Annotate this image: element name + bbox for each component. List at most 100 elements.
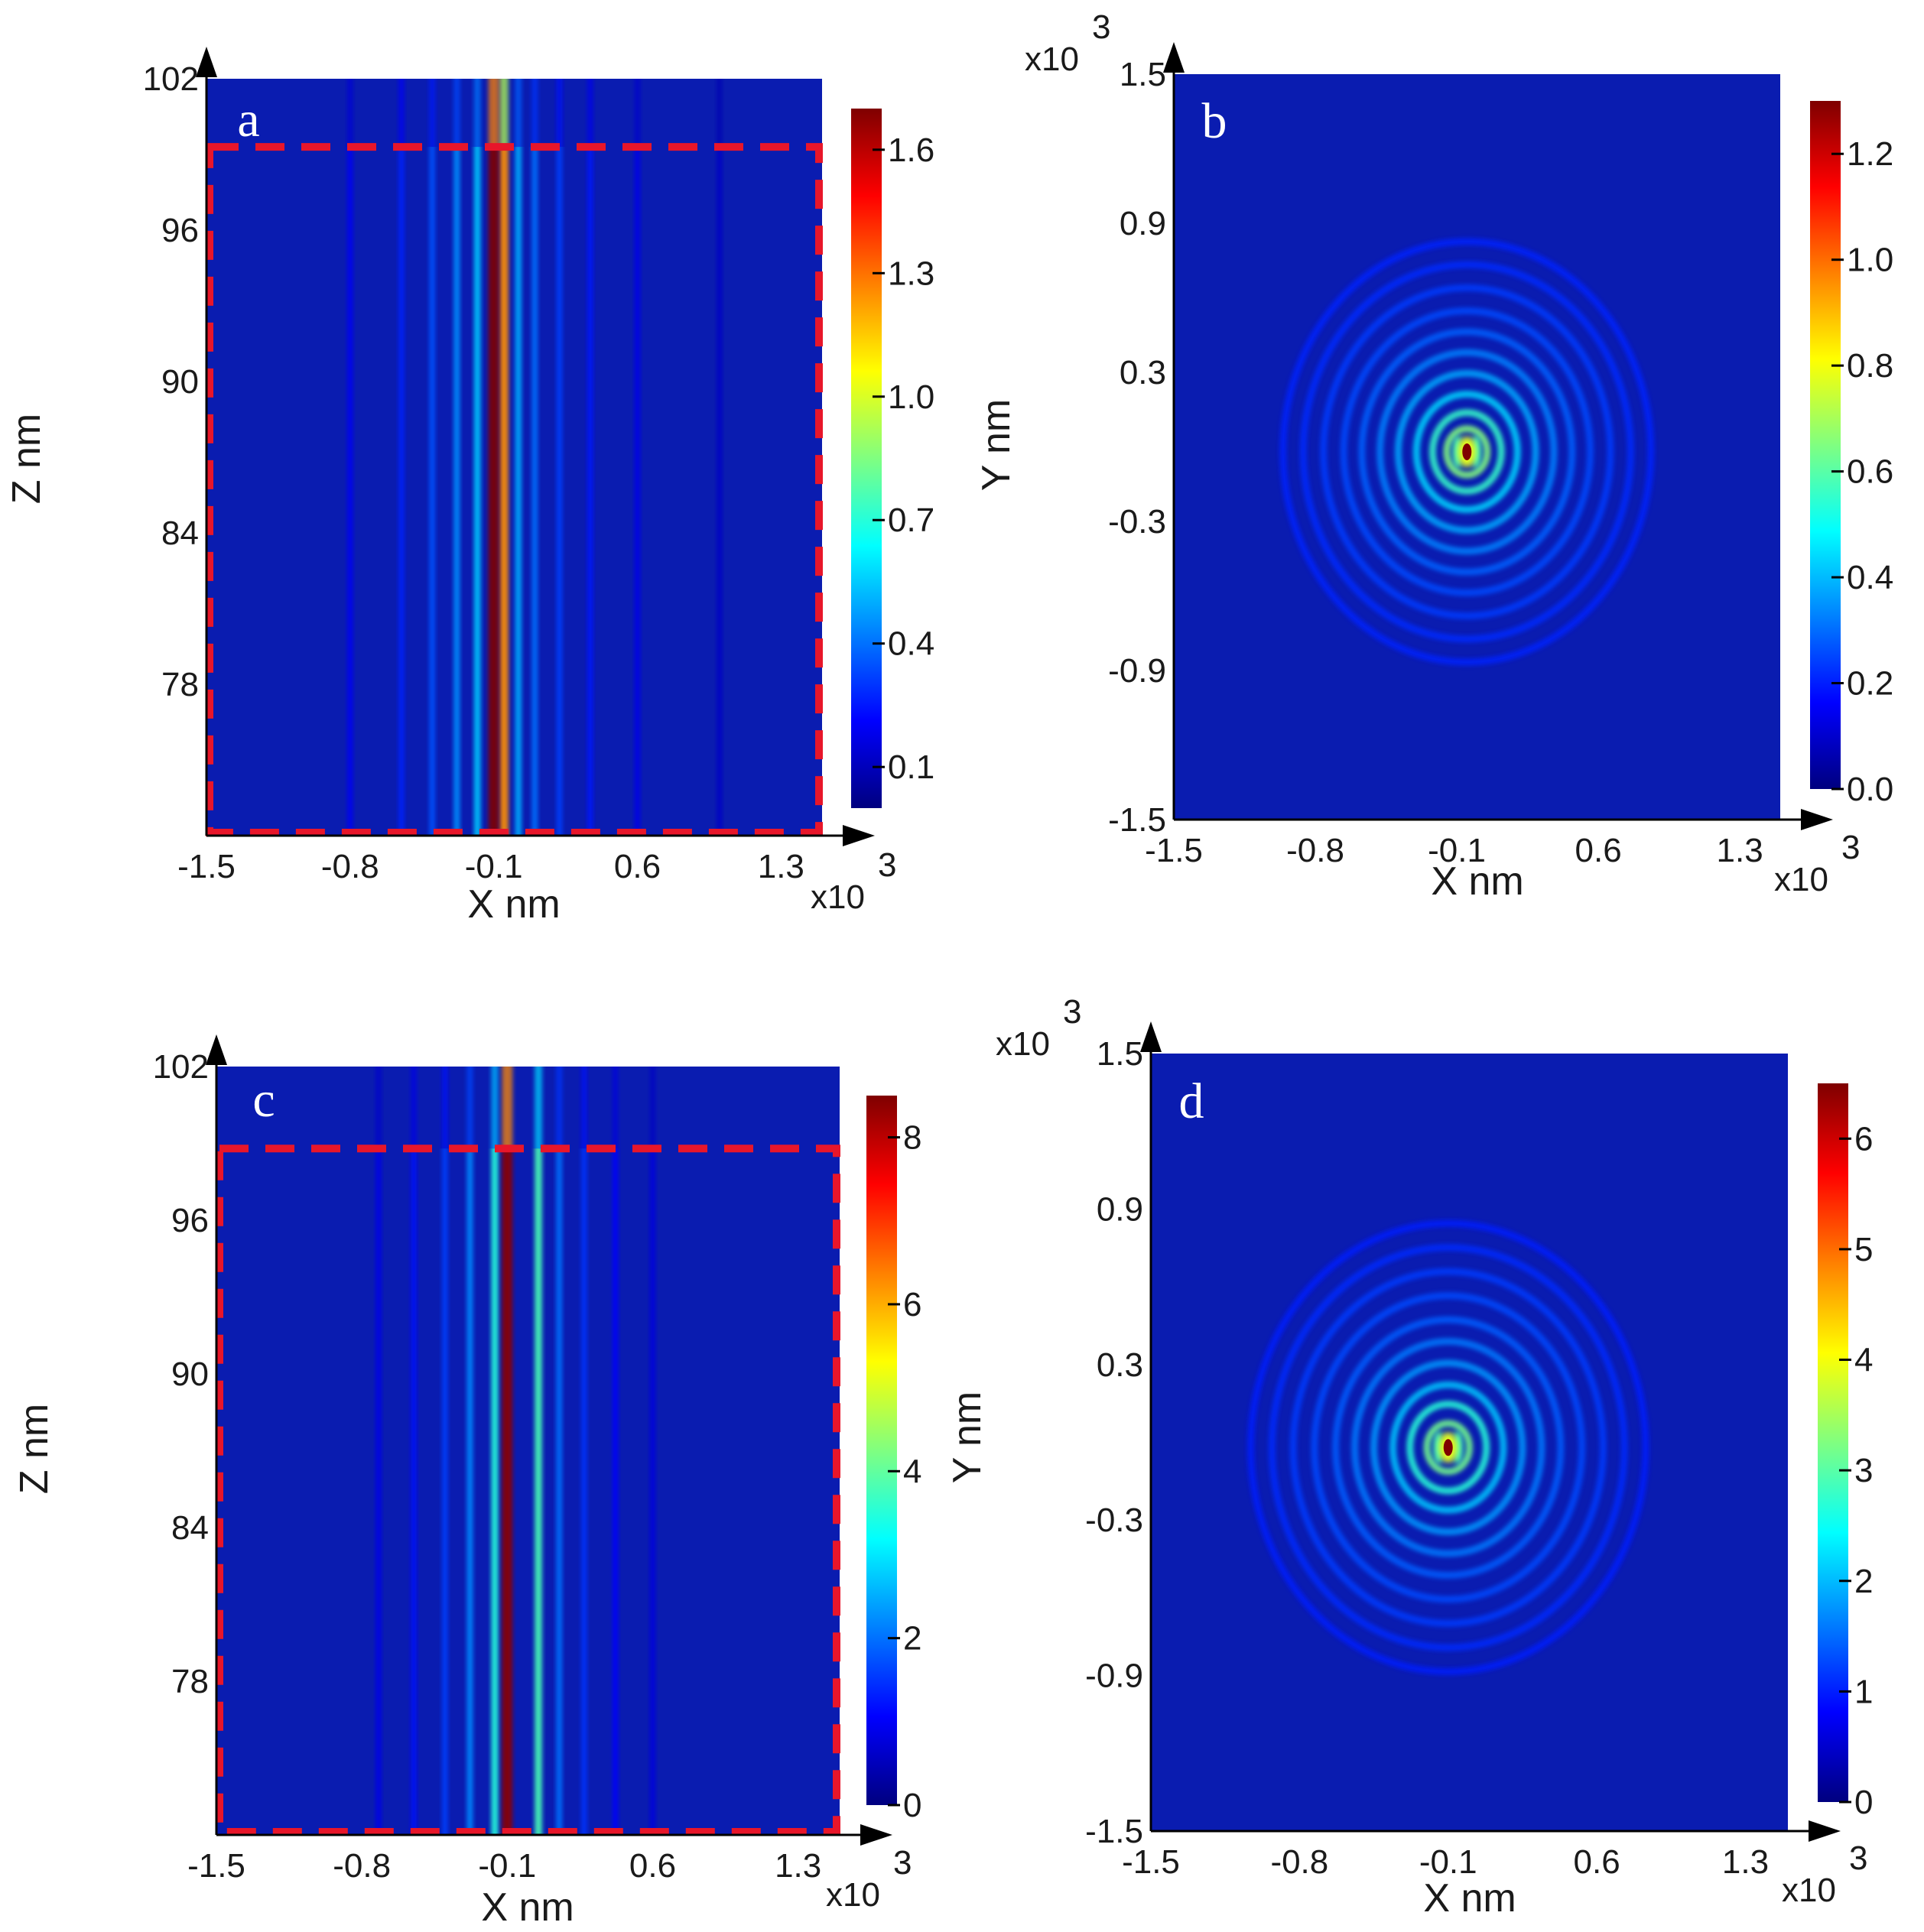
ring-7 [1389, 1381, 1507, 1514]
x-tick-label: 0.6 [629, 1847, 676, 1885]
panel-b: b -1.5 -0.8 -0.1 0.6 1.3 -1.5 -0.9 -0.3 0.3 0.9 1.5… [974, 8, 1893, 904]
x-axis-arrow [1801, 809, 1833, 830]
y-tick-label: 0.9 [1120, 205, 1166, 242]
stripe-top-8 [491, 1067, 499, 1149]
center-peak [1443, 1439, 1453, 1456]
colorbar: 0.0 0.2 0.4 0.6 0.8 1.0 1.2 [1810, 101, 1893, 808]
y-tick-label: 0.9 [1097, 1190, 1143, 1228]
stripe-11 [499, 147, 509, 836]
x-axis-label: X nm [1431, 859, 1523, 904]
stripe-2 [347, 147, 353, 836]
x-multiplier: x10 [1774, 861, 1828, 898]
colorbar: 0.1 0.4 0.7 1.0 1.3 1.6 [851, 109, 934, 808]
stripe-top-9 [515, 79, 522, 148]
heatmap-content [1279, 238, 1655, 666]
stripe-5 [556, 147, 563, 836]
center-peak [1462, 443, 1472, 460]
stripe-top-11 [499, 79, 509, 148]
colorbar-tick-label: 1.3 [888, 255, 934, 292]
colorbar: 0 1 2 3 4 5 6 [1818, 1083, 1873, 1821]
y-tick-label: -0.3 [1108, 503, 1166, 541]
colorbar-tick-label: 0.1 [888, 748, 934, 786]
colorbar-tick-label: 4 [903, 1453, 921, 1490]
x-tick-label: 1.3 [758, 848, 804, 885]
x-tick-label: -0.8 [1270, 1843, 1328, 1881]
y-axis-label: Y nm [945, 1391, 990, 1483]
stripe-12 [488, 147, 499, 836]
stripe-8 [453, 147, 460, 836]
x-axis-label: X nm [481, 1885, 574, 1930]
y-tick-label: 90 [161, 363, 199, 401]
stripe-top-0 [717, 79, 723, 148]
y-axis-label: Z nm [12, 1404, 57, 1494]
x-tick-label: -0.1 [478, 1847, 536, 1885]
colorbar-tick-label: 1.0 [888, 378, 934, 416]
x-tick-label: 0.6 [614, 848, 661, 885]
stripe-top-10 [473, 79, 481, 148]
x-axis-arrow [843, 825, 875, 846]
y-axis-arrow [1163, 42, 1185, 73]
x-tick-label: 1.3 [1722, 1843, 1769, 1881]
ring-2 [1320, 284, 1614, 620]
x-tick-label: -1.5 [1122, 1843, 1180, 1881]
x-tick-label: -0.8 [1286, 832, 1344, 869]
x-tick-label: -1.5 [1145, 832, 1203, 869]
ring-5 [1351, 1338, 1545, 1557]
y-multiplier: x10 [1025, 41, 1079, 78]
x-axis-label: X nm [467, 882, 560, 927]
y-tick-label: -0.3 [1085, 1502, 1143, 1539]
stripe-2 [613, 1148, 619, 1835]
stripe-top-4 [581, 1067, 587, 1149]
stripe-top-12 [488, 79, 499, 148]
y-tick-label: 102 [143, 60, 199, 98]
ring-0 [1247, 1219, 1649, 1675]
colorbar-tick-label: 1.2 [1847, 135, 1893, 173]
y-tick-label: 96 [161, 212, 199, 249]
stripe-top-3 [587, 79, 593, 148]
ring-4 [1358, 328, 1576, 576]
colorbar-tick-label: 4 [1854, 1342, 1873, 1379]
stripe-top-7 [531, 79, 538, 148]
stripe-top-2 [613, 1067, 619, 1149]
stripe-5 [442, 1148, 448, 1835]
stripe-top-2 [347, 79, 353, 148]
stripe-0 [650, 1148, 655, 1835]
colorbar-tick-label: 0.6 [1847, 453, 1893, 491]
stripe-6 [429, 147, 435, 836]
y-axis-arrow [196, 47, 217, 77]
stripe-3 [587, 147, 593, 836]
x-tick-label: 0.6 [1575, 832, 1622, 869]
stripe-4 [398, 147, 405, 836]
stripe-4 [581, 1148, 587, 1835]
stripe-9 [535, 1148, 542, 1835]
x-axis-arrow [860, 1824, 892, 1846]
x-tick-label: -0.8 [333, 1847, 391, 1885]
y-axis-label: Z nm [5, 414, 49, 504]
ring-1 [1268, 1244, 1628, 1651]
dashed-region-box [216, 1145, 840, 1836]
colorbar-tick-label: 8 [903, 1119, 921, 1157]
colorbar-tick-label: 3 [1854, 1452, 1873, 1489]
x-tick-label: -0.1 [465, 848, 523, 885]
y-tick-label: 1.5 [1097, 1035, 1143, 1073]
colorbar-tick-label: 0.2 [1847, 665, 1893, 703]
colorbar-tick-label: 1.6 [888, 132, 934, 169]
stripe-10 [473, 147, 481, 836]
x-tick-label: 1.3 [1717, 832, 1763, 869]
ring-6 [1370, 1359, 1526, 1536]
stripe-top-6 [556, 1067, 563, 1149]
colorbar-tick-label: 1.0 [1847, 242, 1893, 279]
colorbar-gradient [866, 1096, 897, 1805]
panel-d: d -1.5 -0.8 -0.1 0.6 1.3 -1.5 -0.9 -0.3 0.3 0.9 1.5… [945, 993, 1873, 1921]
stripe-8 [491, 1148, 499, 1835]
colorbar-tick-label: 5 [1854, 1231, 1873, 1268]
stripe-7 [531, 147, 538, 836]
stripe-1 [375, 1148, 382, 1835]
x-multiplier: x10 [811, 878, 865, 916]
panel-label: a [237, 92, 259, 148]
colorbar-tick-label: 0.4 [1847, 559, 1893, 596]
ring-3 [1311, 1292, 1586, 1603]
stripe-top-3 [411, 1067, 417, 1149]
x-multiplier: x10 [826, 1876, 880, 1914]
